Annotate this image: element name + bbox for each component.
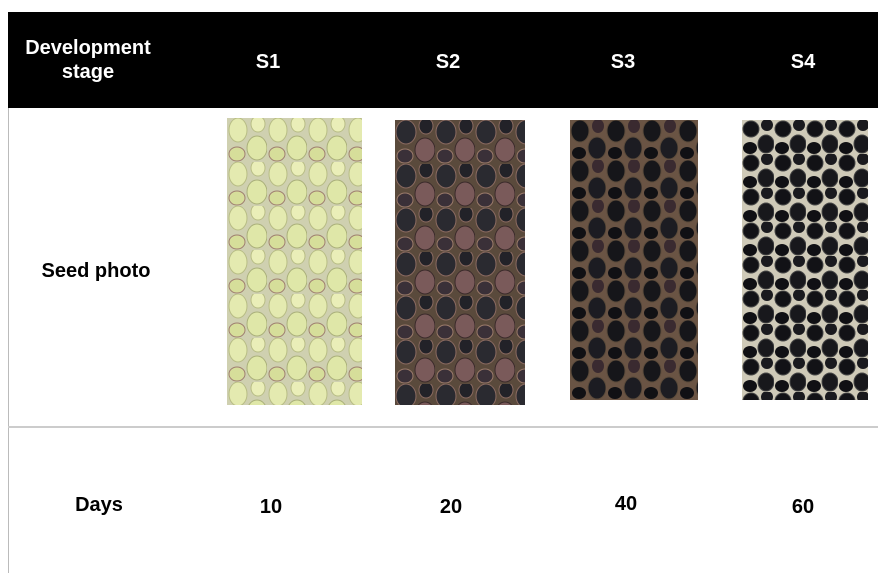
- seed-photo: [395, 120, 525, 405]
- days-value: 10: [259, 496, 283, 518]
- seed-image: [570, 120, 698, 400]
- seed-image: [742, 120, 868, 400]
- header-cell: S3: [610, 51, 636, 73]
- header-row: [8, 12, 878, 108]
- days-value: 40: [614, 493, 638, 515]
- row-divider: [8, 426, 878, 428]
- seed-photo: [742, 120, 868, 400]
- days-value: 60: [791, 496, 815, 518]
- header-cell: S2: [435, 51, 461, 73]
- header-cell: S4: [790, 51, 816, 73]
- seed-image: [227, 118, 362, 405]
- seed-photo: [227, 118, 362, 405]
- row-label: Seed photo: [41, 260, 151, 282]
- row-label: Days: [75, 494, 123, 516]
- days-value: 20: [439, 496, 463, 518]
- seed-photo: [570, 120, 698, 400]
- seed-image: [395, 120, 525, 405]
- header-cell: Development stage: [25, 37, 151, 83]
- table-border: [8, 108, 9, 573]
- header-cell: S1: [255, 51, 281, 73]
